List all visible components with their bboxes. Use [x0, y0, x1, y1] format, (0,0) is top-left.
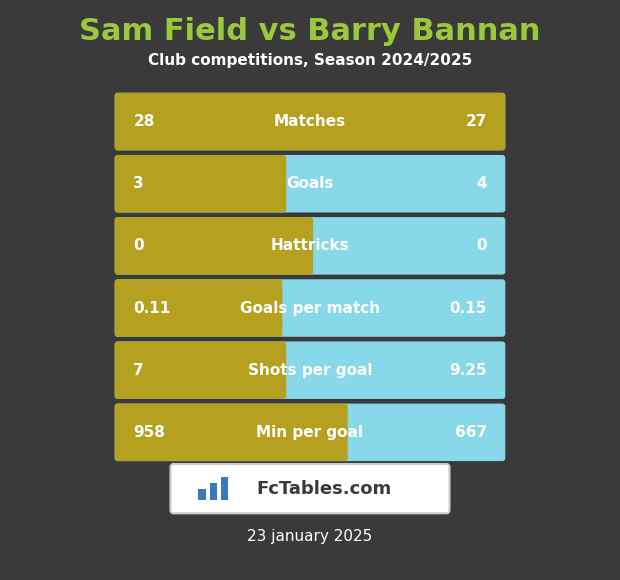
FancyBboxPatch shape: [115, 280, 505, 337]
Bar: [210, 483, 217, 499]
Text: 23 january 2025: 23 january 2025: [247, 529, 373, 544]
Text: 28: 28: [133, 114, 154, 129]
Text: Matches: Matches: [274, 114, 346, 129]
Text: Sam Field vs Barry Bannan: Sam Field vs Barry Bannan: [79, 17, 541, 46]
FancyBboxPatch shape: [115, 280, 282, 337]
FancyBboxPatch shape: [115, 342, 286, 399]
FancyBboxPatch shape: [115, 93, 505, 150]
Text: Goals per match: Goals per match: [240, 300, 380, 316]
Text: 958: 958: [133, 425, 165, 440]
Text: 7: 7: [133, 362, 144, 378]
Text: Hattricks: Hattricks: [271, 238, 349, 253]
Text: 27: 27: [466, 114, 487, 129]
Text: 0.15: 0.15: [450, 300, 487, 316]
FancyBboxPatch shape: [115, 155, 286, 212]
Text: 3: 3: [133, 176, 144, 191]
Text: FcTables.com: FcTables.com: [256, 480, 391, 498]
Bar: [198, 489, 206, 499]
Text: Club competitions, Season 2024/2025: Club competitions, Season 2024/2025: [148, 53, 472, 68]
FancyBboxPatch shape: [115, 342, 505, 399]
FancyBboxPatch shape: [170, 464, 450, 513]
Text: 9.25: 9.25: [449, 362, 487, 378]
Bar: [221, 477, 228, 499]
FancyBboxPatch shape: [115, 217, 313, 275]
FancyBboxPatch shape: [115, 93, 505, 150]
FancyBboxPatch shape: [115, 404, 348, 461]
FancyBboxPatch shape: [115, 155, 505, 212]
Text: 0: 0: [476, 238, 487, 253]
Text: 4: 4: [476, 176, 487, 191]
Text: 667: 667: [454, 425, 487, 440]
FancyBboxPatch shape: [115, 217, 505, 275]
FancyBboxPatch shape: [115, 404, 505, 461]
Text: Shots per goal: Shots per goal: [248, 362, 372, 378]
Text: Min per goal: Min per goal: [257, 425, 363, 440]
Text: Goals: Goals: [286, 176, 334, 191]
Text: 0: 0: [133, 238, 144, 253]
Text: 0.11: 0.11: [133, 300, 171, 316]
